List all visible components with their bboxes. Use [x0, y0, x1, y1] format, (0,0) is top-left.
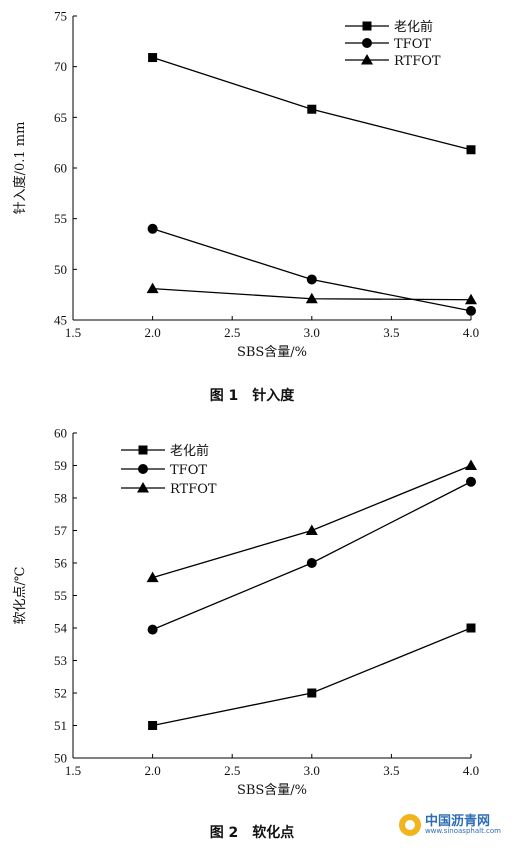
x-axis-label: SBS含量/% — [237, 782, 307, 798]
chart-penetration: 1.5 2.0 2.5 3.0 3.5 4.0 45 50 55 60 65 70 75 SBS含量/% 针… — [12, 9, 479, 405]
legend-marker-circle — [138, 464, 148, 474]
x-tick-label: 3.5 — [383, 763, 399, 778]
figure-caption: 图 2 软化点 — [210, 824, 295, 841]
y-axis-label: 针入度/0.1 mm — [12, 122, 28, 215]
watermark-url: www.sinoasphalt.com — [424, 827, 501, 835]
legend-marker-square — [138, 445, 148, 455]
legend-marker-square — [362, 21, 372, 31]
legend-label: TFOT — [394, 37, 431, 52]
data-point-circle — [147, 624, 158, 635]
y-axis-label: 软化点/℃ — [13, 567, 28, 625]
data-point-square — [307, 688, 317, 698]
legend-label: 老化前 — [394, 19, 433, 35]
watermark-text: 中国沥青网 www.sinoasphalt.com — [425, 815, 501, 835]
y-tick-label: 70 — [54, 59, 67, 74]
chart-softening-point: 1.5 2.0 2.5 3.0 3.5 4.0 50 51 52 53 54 55 56 57 58 59 60… — [13, 426, 479, 842]
data-point-triangle — [146, 282, 159, 294]
legend-marker-triangle — [137, 482, 149, 493]
data-point-square — [148, 721, 158, 730]
series-line-circle — [152, 481, 472, 631]
y-tick-label: 50 — [54, 751, 67, 766]
x-tick-label: 2.0 — [144, 325, 160, 340]
y-tick-label: 55 — [54, 588, 67, 603]
figure-caption: 图 1 针入度 — [210, 387, 296, 404]
x-tick-label: 1.5 — [65, 763, 81, 778]
watermark: 中国沥青网 www.sinoasphalt.com — [398, 814, 501, 836]
y-tick-label: 57 — [54, 523, 68, 538]
watermark-name: 中国沥青网 — [424, 814, 490, 829]
x-tick-label: 4.0 — [463, 325, 479, 340]
legend-label: TFOT — [170, 463, 207, 478]
legend-label: RTFOT — [394, 54, 441, 69]
legend-label: RTFOT — [170, 482, 217, 497]
data-point-triangle — [146, 571, 159, 583]
y-tick-label: 50 — [54, 262, 67, 277]
x-tick-label: 2.0 — [144, 763, 160, 778]
y-tick-label: 56 — [54, 556, 68, 571]
y-tick-label: 54 — [54, 621, 68, 636]
data-point-square — [466, 145, 476, 155]
y-tick-label: 58 — [54, 491, 67, 506]
x-tick-label: 1.5 — [65, 325, 81, 340]
y-tick-label: 51 — [54, 718, 67, 733]
series-line-square — [152, 627, 472, 727]
x-tick-label: 3.0 — [304, 763, 320, 778]
y-tick-label: 45 — [54, 313, 67, 328]
data-point-triangle — [465, 459, 477, 470]
y-tick-label: 53 — [54, 653, 67, 668]
x-tick-label: 3.5 — [383, 325, 399, 340]
x-tick-label: 2.5 — [224, 325, 240, 340]
site-logo-icon — [398, 814, 421, 836]
y-tick-label: 59 — [54, 458, 67, 473]
data-point-circle — [306, 274, 317, 285]
y-tick-label: 52 — [54, 686, 67, 701]
data-point-triangle — [305, 292, 318, 304]
data-point-triangle — [465, 293, 477, 305]
y-tick-label: 65 — [54, 110, 67, 125]
y-tick-label: 60 — [54, 426, 67, 441]
y-tick-label: 60 — [54, 161, 67, 176]
legend-marker-triangle — [361, 54, 373, 65]
y-tick-label: 55 — [54, 211, 67, 226]
y-tick-label: 75 — [54, 9, 67, 24]
data-point-triangle — [305, 524, 318, 535]
x-tick-label: 3.0 — [304, 325, 320, 340]
series-line-square — [152, 56, 472, 151]
data-point-circle — [466, 476, 476, 487]
x-axis-label: SBS含量/% — [237, 344, 307, 360]
legend-marker-circle — [362, 38, 372, 48]
data-point-circle — [306, 558, 317, 568]
data-point-circle — [147, 223, 158, 234]
data-point-square — [148, 53, 158, 63]
data-point-square — [466, 623, 476, 633]
data-point-circle — [466, 305, 476, 316]
x-tick-label: 2.5 — [224, 763, 240, 778]
data-point-square — [307, 104, 317, 114]
legend-label: 老化前 — [170, 443, 209, 459]
x-tick-label: 4.0 — [463, 763, 479, 778]
